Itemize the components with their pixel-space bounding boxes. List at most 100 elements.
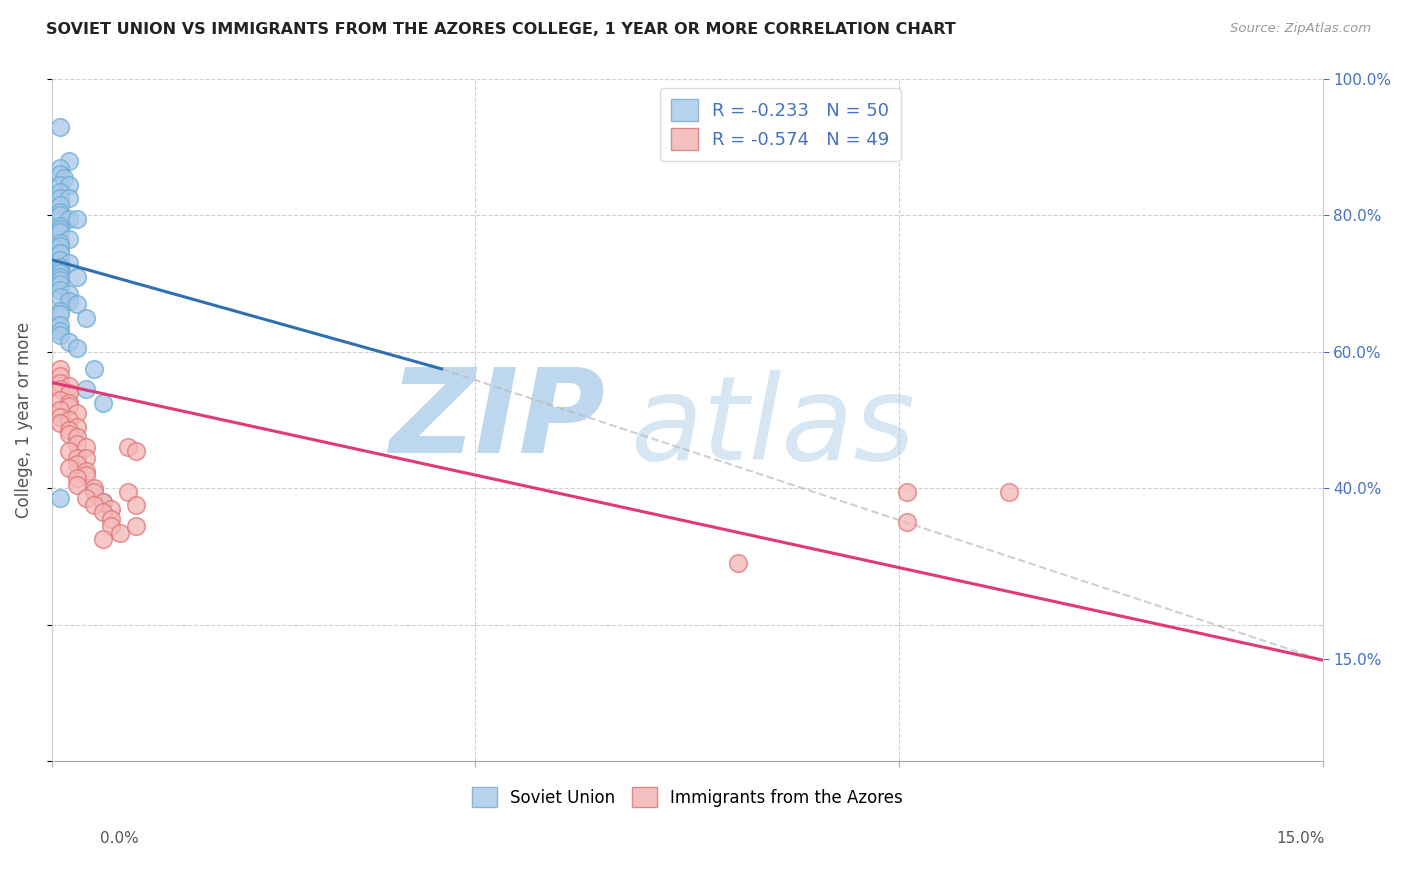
Point [58,191,80,205]
Point [83,481,105,495]
Point [49,402,72,417]
Point [896,516,918,530]
Point [49,246,72,260]
Point [58,385,80,400]
Point [49,208,72,222]
Point [49,304,72,318]
Text: 0.0%: 0.0% [100,831,139,847]
Point [49,239,72,253]
Point [66,420,89,434]
Point [49,168,72,182]
Point [49,362,72,376]
Point [117,440,139,454]
Point [66,478,89,492]
Point [66,211,89,226]
Point [49,376,72,390]
Point [58,256,80,270]
Point [58,178,80,192]
Point [66,430,89,444]
Point [58,413,80,427]
Point [49,392,72,407]
Point [125,518,148,533]
Point [58,334,80,349]
Point [83,498,105,512]
Point [91,533,114,547]
Point [75,467,97,482]
Point [58,426,80,441]
Point [75,382,97,396]
Point [49,324,72,338]
Point [49,198,72,212]
Point [58,396,80,410]
Point [66,458,89,472]
Text: atlas: atlas [630,370,915,483]
Point [49,120,72,134]
Text: ZIP: ZIP [388,362,605,477]
Point [49,191,72,205]
Point [100,518,122,533]
Point [83,362,105,376]
Point [100,501,122,516]
Point [100,512,122,526]
Point [66,342,89,356]
Point [75,440,97,454]
Point [125,498,148,512]
Point [49,266,72,280]
Point [49,226,72,240]
Point [75,310,97,325]
Point [49,263,72,277]
Point [66,269,89,284]
Point [49,246,72,260]
Point [49,318,72,332]
Point [49,273,72,287]
Point [58,153,80,168]
Point [91,495,114,509]
Point [49,205,72,219]
Point [117,484,139,499]
Point [49,290,72,304]
Point [58,443,80,458]
Point [58,379,80,393]
Point [727,556,749,570]
Point [58,232,80,246]
Point [49,491,72,506]
Point [66,437,89,451]
Point [49,161,72,175]
Point [58,211,80,226]
Point [49,307,72,321]
Legend: Soviet Union, Immigrants from the Azores: Soviet Union, Immigrants from the Azores [465,780,910,814]
Point [49,277,72,291]
Point [91,396,114,410]
Point [91,505,114,519]
Point [66,471,89,485]
Point [49,269,72,284]
Point [75,491,97,506]
Point [58,400,80,414]
Point [49,284,72,298]
Point [58,286,80,301]
Point [75,450,97,465]
Point [108,525,131,540]
Point [58,423,80,437]
Text: 15.0%: 15.0% [1277,831,1324,847]
Point [896,484,918,499]
Point [53,170,76,185]
Point [49,409,72,424]
Point [58,293,80,308]
Point [66,450,89,465]
Text: Source: ZipAtlas.com: Source: ZipAtlas.com [1230,22,1371,36]
Point [49,417,72,431]
Point [49,368,72,383]
Point [66,297,89,311]
Point [49,222,72,236]
Point [75,464,97,478]
Point [58,460,80,475]
Text: SOVIET UNION VS IMMIGRANTS FROM THE AZORES COLLEGE, 1 YEAR OR MORE CORRELATION C: SOVIET UNION VS IMMIGRANTS FROM THE AZOR… [46,22,956,37]
Point [49,382,72,396]
Point [49,235,72,250]
Point [49,178,72,192]
Point [91,495,114,509]
Point [83,484,105,499]
Point [49,219,72,233]
Point [998,484,1021,499]
